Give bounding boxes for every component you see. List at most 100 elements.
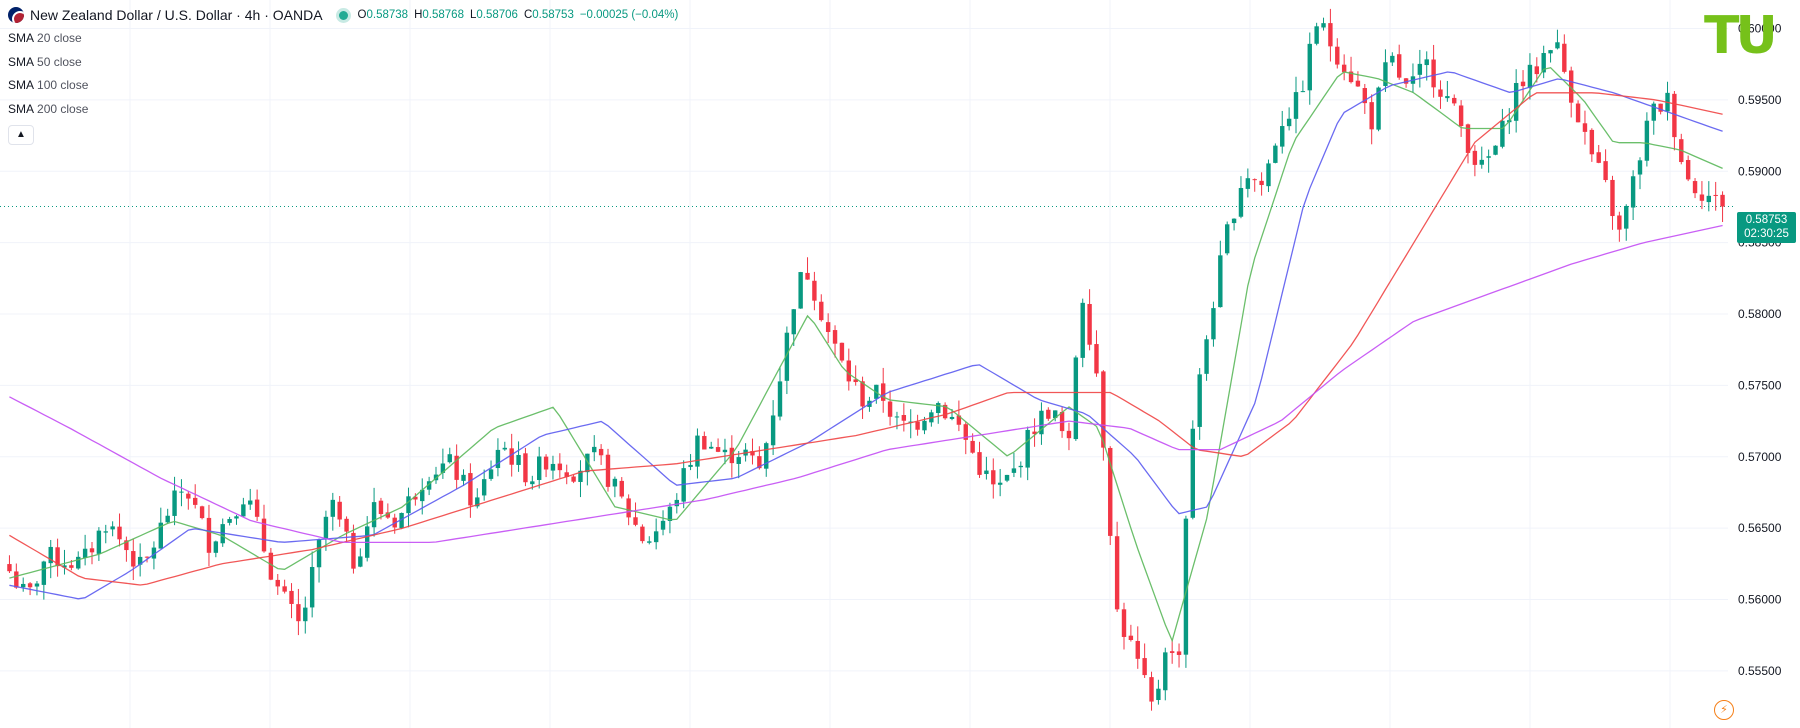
candle-down bbox=[1465, 124, 1471, 153]
candle-down bbox=[282, 586, 287, 592]
chevron-up-icon: ▲ bbox=[16, 129, 26, 140]
y-tick-label: 0.59500 bbox=[1738, 93, 1782, 107]
candle-up bbox=[592, 446, 597, 453]
change-value: −0.00025 (−0.04%) bbox=[579, 9, 679, 21]
legend-sma-200[interactable]: SMA 200 close bbox=[8, 101, 89, 116]
candle-up bbox=[1280, 126, 1285, 147]
candle-up bbox=[1204, 339, 1209, 374]
candle-down bbox=[963, 424, 968, 440]
candle-down bbox=[261, 518, 267, 552]
market-status-icon bbox=[338, 10, 348, 20]
candle-up bbox=[722, 449, 728, 453]
candle-up bbox=[1183, 518, 1189, 655]
symbol-title[interactable]: New Zealand Dollar / U.S. Dollar · 4h · … bbox=[30, 7, 323, 23]
candle-up bbox=[1224, 224, 1230, 254]
y-tick-label: 0.55500 bbox=[1738, 664, 1782, 678]
candle-down bbox=[750, 451, 755, 456]
candle-up bbox=[708, 446, 714, 449]
candle-up bbox=[406, 496, 411, 514]
candle-up bbox=[1417, 63, 1423, 75]
y-tick-label: 0.56500 bbox=[1738, 521, 1782, 535]
currency-flag-icon bbox=[8, 7, 24, 23]
ohlc-values: O0.58738 H0.58768 L0.58706 C0.58753 −0.0… bbox=[358, 9, 679, 21]
candle-up bbox=[922, 420, 927, 431]
candle-down bbox=[1562, 43, 1567, 72]
candle-down bbox=[1094, 344, 1099, 374]
candle-down bbox=[1610, 179, 1615, 217]
candle-up bbox=[41, 561, 47, 585]
candle-up bbox=[1231, 218, 1237, 224]
candle-up bbox=[1286, 118, 1292, 127]
candle-up bbox=[165, 515, 170, 523]
lightning-icon[interactable]: ⚡ bbox=[1714, 700, 1734, 720]
candle-up bbox=[426, 481, 432, 490]
candle-up bbox=[103, 531, 108, 533]
candle-down bbox=[715, 447, 721, 452]
candle-down bbox=[144, 556, 150, 558]
legend-sma-100[interactable]: SMA 100 close bbox=[8, 78, 89, 92]
candle-up bbox=[1630, 176, 1636, 208]
candle-up bbox=[48, 546, 53, 564]
candle-down bbox=[1534, 66, 1540, 75]
candle-down bbox=[454, 455, 459, 480]
legend-sma-20[interactable]: SMA 20 close bbox=[8, 31, 82, 45]
candle-up bbox=[34, 583, 40, 587]
candle-down bbox=[1059, 411, 1065, 432]
candle-down bbox=[1149, 677, 1154, 702]
candle-up bbox=[1624, 205, 1629, 229]
candle-up bbox=[736, 457, 741, 464]
candle-up bbox=[1637, 160, 1643, 175]
candle-down bbox=[385, 512, 391, 518]
candle-up bbox=[158, 522, 164, 549]
candle-up bbox=[481, 479, 487, 496]
candle-up bbox=[1314, 26, 1319, 44]
high-label: H bbox=[414, 9, 423, 21]
candle-down bbox=[839, 342, 845, 361]
candle-up bbox=[1541, 53, 1546, 73]
candle-down bbox=[1259, 180, 1264, 186]
candle-down bbox=[1699, 194, 1705, 201]
candle-up bbox=[1018, 465, 1024, 468]
candle-up bbox=[949, 416, 955, 420]
candle-up bbox=[1479, 159, 1484, 165]
legend-sma-50[interactable]: SMA 50 close bbox=[8, 54, 82, 69]
sma-line-sma-200 bbox=[9, 224, 1723, 544]
candle-up bbox=[1486, 156, 1491, 158]
price-axis[interactable]: 0.55500 0.56000 0.56500 0.57000 0.57500 0.580… bbox=[1738, 22, 1782, 678]
symbol-header[interactable]: New Zealand Dollar / U.S. Dollar · 4h · … bbox=[8, 5, 678, 25]
candle-up bbox=[1273, 145, 1278, 163]
candle-up bbox=[1390, 55, 1395, 63]
candle-down bbox=[1403, 78, 1409, 84]
candle-down bbox=[344, 518, 349, 532]
candle-up bbox=[96, 530, 102, 554]
candle-down bbox=[268, 552, 274, 580]
candle-up bbox=[234, 516, 239, 519]
candle-up bbox=[1706, 195, 1712, 203]
candle-up bbox=[653, 531, 659, 543]
candle-down bbox=[1087, 304, 1092, 345]
brand-logo: TU bbox=[1704, 6, 1778, 66]
collapse-legend-button[interactable]: ▲ bbox=[8, 125, 34, 145]
candle-down bbox=[887, 401, 893, 417]
candle-up bbox=[1383, 62, 1388, 86]
candle-down bbox=[1672, 93, 1677, 138]
candle-up bbox=[936, 403, 941, 414]
candle-down bbox=[1169, 651, 1175, 653]
candle-up bbox=[1500, 120, 1505, 147]
candle-down bbox=[186, 493, 191, 499]
candle-up bbox=[1052, 410, 1058, 419]
candle-down bbox=[640, 526, 645, 542]
y-tick-label: 0.60000 bbox=[1738, 22, 1782, 36]
candle-up bbox=[330, 499, 336, 517]
candle-down bbox=[1128, 635, 1134, 641]
candle-up bbox=[984, 470, 989, 474]
candle-up bbox=[1293, 92, 1299, 119]
candle-up bbox=[997, 482, 1003, 485]
candle-down bbox=[69, 565, 74, 568]
candle-up bbox=[1025, 429, 1030, 468]
candle-down bbox=[812, 280, 817, 301]
candle-down bbox=[1575, 103, 1581, 123]
candle-down bbox=[956, 415, 962, 425]
candle-down bbox=[605, 454, 611, 487]
